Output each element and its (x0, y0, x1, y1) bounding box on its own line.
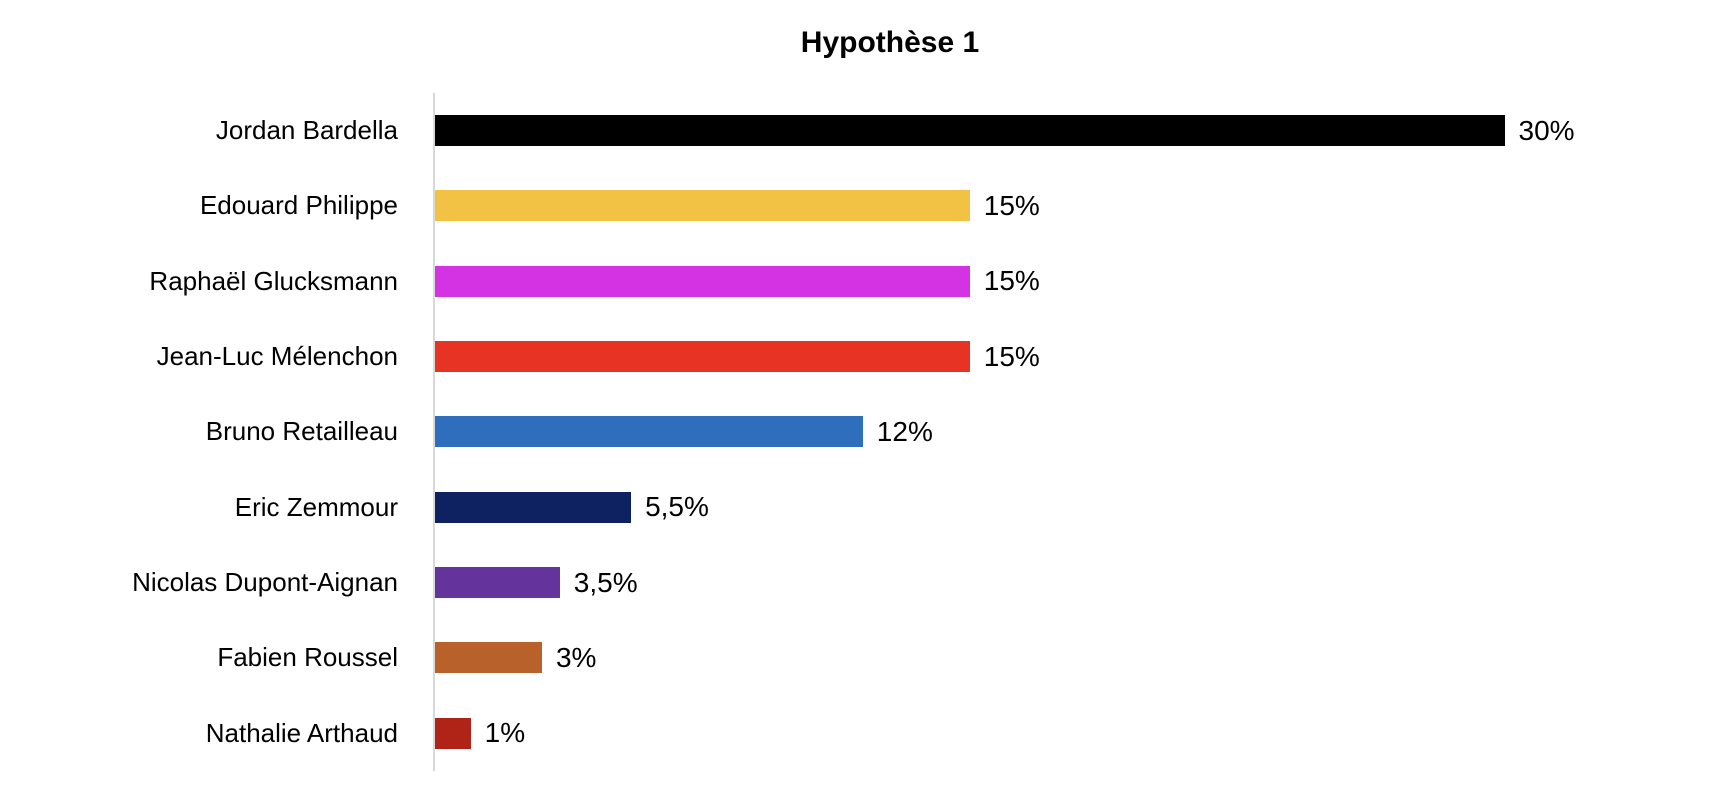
category-label: Nathalie Arthaud (205, 717, 398, 748)
category-label: Bruno Retailleau (205, 416, 398, 447)
value-label: 15% (983, 189, 1040, 221)
value-label: 30% (1518, 114, 1575, 146)
bar-row: Fabien Roussel 3% (0, 620, 1718, 695)
bar-row: Jean-Luc Mélenchon 15% (0, 319, 1718, 394)
value-label: 15% (983, 340, 1040, 372)
category-label: Raphaël Glucksmann (149, 265, 398, 296)
bar (435, 341, 970, 373)
chart-title: Hypothèse 1 (800, 26, 980, 59)
value-label: 15% (983, 265, 1040, 297)
value-label: 5,5% (645, 491, 709, 523)
category-label: Eric Zemmour (234, 491, 398, 522)
bar-row: Raphaël Glucksmann 15% (0, 244, 1718, 319)
category-label: Edouard Philippe (199, 190, 398, 221)
bar (435, 642, 542, 674)
category-label: Jordan Bardella (215, 115, 398, 146)
bar (435, 416, 863, 448)
bar (435, 567, 560, 599)
bar-row: Eric Zemmour 5,5% (0, 470, 1718, 545)
value-label: 12% (876, 415, 933, 447)
value-label: 3% (555, 641, 597, 673)
bar-row: Nicolas Dupont-Aignan 3,5% (0, 545, 1718, 620)
bar (435, 717, 471, 749)
bar-row: Bruno Retailleau 12% (0, 394, 1718, 469)
bar-rows: Jordan Bardella 30% Edouard Philippe 15%… (0, 93, 1718, 771)
plot-area: Jordan Bardella 30% Edouard Philippe 15%… (0, 93, 1718, 771)
bar-row: Edouard Philippe 15% (0, 168, 1718, 243)
category-label: Jean-Luc Mélenchon (156, 341, 398, 372)
bar (435, 190, 970, 222)
value-label: 3,5% (573, 566, 638, 598)
value-label: 1% (484, 717, 526, 749)
bar-row: Nathalie Arthaud 1% (0, 696, 1718, 771)
y-axis-line (433, 93, 435, 771)
bar-row: Jordan Bardella 30% (0, 93, 1718, 168)
bar (435, 115, 1505, 147)
category-label: Fabien Roussel (217, 642, 398, 673)
bar (435, 491, 632, 523)
category-label: Nicolas Dupont-Aignan (132, 567, 398, 598)
bar (435, 265, 970, 297)
